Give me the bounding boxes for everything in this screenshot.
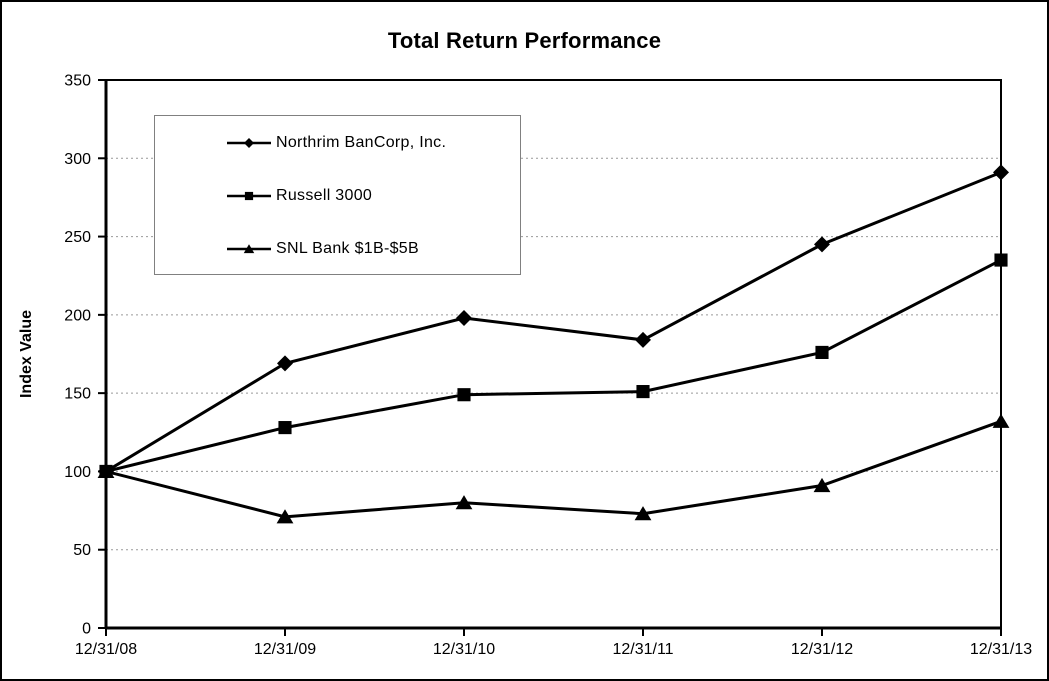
y-tick-label: 200 [64,307,91,324]
y-tick-label: 350 [64,73,91,90]
data-point-triangle [992,413,1010,428]
chart-title: Total Return Performance [387,28,662,53]
legend-entry: SNL Bank $1B-$5B [227,240,419,258]
legend-entry: Russell 3000 [227,187,372,205]
data-point-triangle [634,506,652,521]
x-tick-label: 12/31/13 [970,641,1032,658]
data-point-triangle [455,495,473,510]
data-point-square [815,345,829,359]
data-point-diamond [635,331,651,348]
triangle-marker-icon [227,244,271,254]
x-tick-label: 12/31/08 [75,641,137,658]
legend: Northrim BanCorp, Inc. Russell 3000 SNL Ba… [154,115,521,275]
legend-label: SNL Bank $1B-$5B [276,240,419,257]
diamond-marker-icon [227,138,271,148]
series-line-0 [105,170,1002,473]
square-marker-icon [227,191,271,201]
x-tick-label: 12/31/09 [254,641,316,658]
legend-label: Russell 3000 [276,187,373,204]
y-tick-label: 0 [82,621,91,638]
data-point-diamond [456,309,472,326]
data-point-diamond [993,164,1009,181]
y-tick-label: 250 [64,229,91,246]
x-tick-label: 12/31/10 [433,641,495,658]
legend-entry: Northrim BanCorp, Inc. [227,134,446,152]
data-point-triangle [276,509,294,524]
y-tick-label: 50 [73,542,91,559]
data-point-triangle [813,477,831,493]
series-line-1 [105,258,1002,473]
series-line-2 [105,419,1002,519]
x-tick-label: 12/31/12 [791,641,853,658]
y-tick-label: 300 [64,151,91,168]
y-tick-label: 150 [64,386,91,403]
x-tick-label: 12/31/11 [612,641,673,658]
data-point-square [636,385,650,399]
data-point-diamond [277,355,293,372]
data-point-square [457,388,471,402]
legend-label: Northrim BanCorp, Inc. [276,134,447,151]
data-point-square [994,253,1008,267]
y-tick-label: 100 [64,464,91,481]
data-point-square [278,421,292,435]
data-point-triangle [97,463,115,478]
data-point-diamond [814,236,830,253]
